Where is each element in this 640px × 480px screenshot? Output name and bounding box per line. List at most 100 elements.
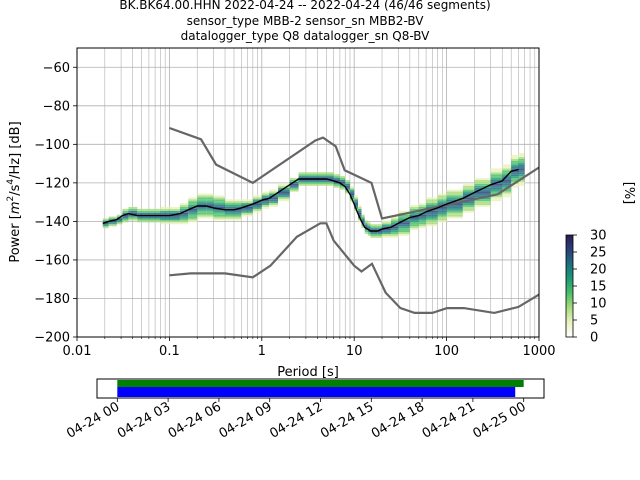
heatmap-cell: [349, 191, 355, 194]
time-tick-label: 04-24 06: [166, 399, 224, 441]
heatmap-cell: [409, 220, 419, 223]
heatmap-cell: [490, 191, 503, 194]
heatmap-cell: [197, 208, 207, 211]
x-tick-label: 1000: [522, 344, 555, 359]
heatmap-cell: [446, 189, 463, 192]
heatmap-cell: [518, 174, 525, 177]
heatmap-cell: [518, 170, 525, 173]
heatmap-cell: [339, 181, 346, 184]
heatmap-cell: [349, 185, 355, 188]
heatmap-cell: [390, 222, 399, 225]
heatmap-cell: [252, 203, 262, 206]
heatmap-cell: [437, 208, 447, 211]
y-axis: −60 −80 −100 −120 −140 −160 −180 −200: [34, 61, 77, 346]
heatmap-cell: [474, 201, 491, 204]
heatmap-cell: [269, 191, 279, 194]
heatmap-cell: [511, 166, 519, 169]
heatmap-cell: [289, 183, 299, 186]
heatmap-cell: [418, 214, 427, 217]
heatmap-cell: [289, 187, 299, 190]
heatmap-cell: [148, 220, 161, 223]
heatmap-cell: [225, 216, 234, 219]
heatmap-cell: [437, 210, 447, 213]
heatmap-cell: [206, 214, 214, 217]
heatmap-cell: [128, 206, 138, 209]
heatmap-cell: [358, 220, 362, 223]
heatmap-cell: [160, 212, 170, 215]
heatmap-cell: [169, 220, 180, 223]
heatmap-cell: [511, 179, 519, 182]
heatmap-cell: [213, 199, 226, 202]
heatmap-cell: [426, 205, 438, 207]
heatmap-cell: [179, 218, 189, 221]
heatmap-cell: [377, 224, 383, 227]
heatmap-cell: [345, 187, 350, 190]
heatmap-cell: [225, 203, 234, 206]
heatmap-cell: [358, 218, 362, 221]
heatmap-cell: [409, 216, 419, 219]
heatmap-cell: [333, 181, 340, 184]
heatmap-cell: [225, 212, 234, 215]
heatmap-cell: [511, 164, 519, 167]
colorbar-label: [%]: [621, 182, 636, 205]
heatmap-cell: [278, 199, 290, 202]
heatmap-cell: [446, 201, 463, 204]
heatmap-cell: [148, 218, 161, 221]
x-tick-label: 100: [434, 344, 459, 359]
colorbar-ticks: 0 5 10 15 20 25 30: [573, 229, 607, 346]
heatmap-cell: [326, 183, 334, 186]
heatmap-cell: [213, 214, 226, 217]
heatmap-cell: [179, 214, 189, 217]
heatmap-cell: [382, 226, 391, 229]
heatmap-cell: [345, 183, 350, 186]
heatmap-cell: [364, 224, 368, 227]
heatmap-cell: [446, 212, 463, 215]
chart-title-line-3: datalogger_type Q8 datalogger_sn Q8-BV: [180, 29, 430, 43]
heatmap-cell: [188, 203, 198, 206]
heatmap-cell: [418, 226, 427, 229]
heatmap-cell: [367, 224, 371, 227]
heatmap-cell: [511, 160, 519, 163]
heatmap-cell: [252, 197, 262, 200]
heatmap-cell: [370, 228, 374, 231]
heatmap-cell: [474, 179, 491, 182]
heatmap-cell: [474, 205, 491, 207]
heatmap-cell: [197, 193, 207, 196]
heatmap-cell: [462, 193, 475, 196]
x-axis: 0.01 0.1 1 10 100 1000: [63, 337, 556, 359]
heatmap-cell: [160, 216, 170, 219]
heatmap-cell: [305, 181, 318, 184]
heatmap-cell: [518, 183, 525, 186]
heatmap-cell: [426, 222, 438, 225]
heatmap-cell: [213, 195, 226, 198]
heatmap-cell: [518, 153, 525, 155]
heatmap-cell: [261, 193, 270, 196]
heatmap-cell: [179, 203, 189, 206]
heatmap-cell: [298, 176, 306, 179]
heatmap-cell: [354, 197, 359, 200]
heatmap-cell: [462, 205, 475, 207]
heatmap-cell: [490, 170, 503, 173]
heatmap-cell: [206, 197, 214, 200]
heatmap-cell: [462, 197, 475, 200]
heatmap-cell: [188, 216, 198, 219]
heatmap-cell: [390, 226, 399, 229]
mode-line-group: [102, 168, 519, 232]
heatmap-cell: [349, 193, 355, 196]
heatmap-cell: [354, 195, 359, 198]
heatmap-cell: [179, 216, 189, 219]
heatmap-cell: [409, 224, 419, 227]
heatmap-cell: [409, 218, 419, 221]
heatmap-cell: [490, 179, 503, 182]
heatmap-cell: [339, 187, 346, 190]
heatmap-cell: [298, 172, 306, 175]
heatmap-cell: [269, 203, 279, 206]
heatmap-cell: [426, 220, 438, 223]
heatmap-cell: [490, 172, 503, 175]
heatmap-cell: [137, 208, 149, 211]
heatmap-cell: [490, 197, 503, 200]
heatmap-cell: [426, 218, 438, 221]
heatmap-cell: [390, 235, 399, 238]
heatmap-cell: [345, 191, 350, 194]
